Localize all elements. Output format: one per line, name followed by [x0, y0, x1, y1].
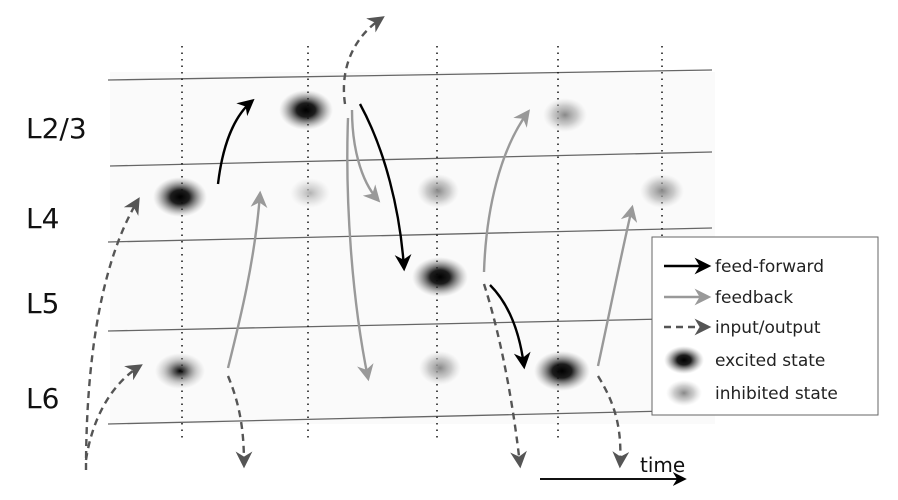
feed-forward-arrows [216, 98, 531, 370]
legend-inhibited-swatch [666, 380, 702, 406]
fb-arrow-l6-to-l4-late [596, 204, 638, 367]
ff-arrow-l4-to-l23 [216, 98, 255, 185]
fb-arrow-l6-to-l4 [226, 190, 268, 369]
ff-arrow-l5-to-l6 [489, 284, 531, 370]
fb-arrow-l5-to-l23 [482, 109, 530, 273]
excited-state-l6-t4 [534, 351, 590, 391]
boundary-l5-l6 [107, 317, 713, 332]
input-output-arrows [84, 16, 630, 471]
input-arrow-to-l4 [84, 197, 140, 471]
excited-state-l4-t1 [153, 177, 207, 217]
time-axis: time [540, 453, 687, 486]
legend: feed-forward feedback input/output excit… [651, 236, 879, 416]
legend-feedback-label: feedback [715, 288, 793, 308]
layer-label-l4: L4 [26, 202, 59, 235]
excited-state-l5-t3 [412, 257, 468, 297]
inhibited-state-l4-t2 [290, 178, 330, 208]
ff-arrow-l23-to-l5 [358, 103, 412, 272]
boundary-l23-l4 [109, 151, 713, 167]
state-blobs [153, 90, 684, 391]
layer-label-l6: L6 [26, 382, 59, 415]
excited-state-l6-t1 [155, 353, 205, 389]
output-arrow-from-l23-up [342, 16, 385, 105]
boundary-bottom [107, 409, 713, 425]
legend-excited-swatch [664, 346, 704, 374]
layer-label-l5: L5 [26, 287, 59, 320]
input-arrow-to-l6 [84, 364, 143, 461]
legend-input-output-label: input/output [715, 318, 821, 338]
legend-excited-label: excited state [715, 351, 825, 371]
inhibited-state-l4-t5 [640, 174, 684, 208]
layer-label-l23: L2/3 [26, 112, 87, 145]
inhibited-state-l6-t3 [419, 351, 461, 385]
legend-feed-forward-label: feed-forward [715, 257, 824, 277]
inhibited-state-l23-t4 [543, 98, 587, 132]
cortex-background [110, 72, 715, 424]
legend-inhibited-label: inhibited state [715, 384, 838, 404]
fb-arrow-l23-to-l6 [346, 117, 374, 382]
time-label: time [640, 453, 685, 477]
excited-state-l23-t2 [279, 90, 333, 130]
feedback-arrows [226, 109, 638, 382]
fb-arrow-l23-to-l4 [350, 109, 381, 203]
inhibited-state-l4-t3 [417, 174, 459, 208]
